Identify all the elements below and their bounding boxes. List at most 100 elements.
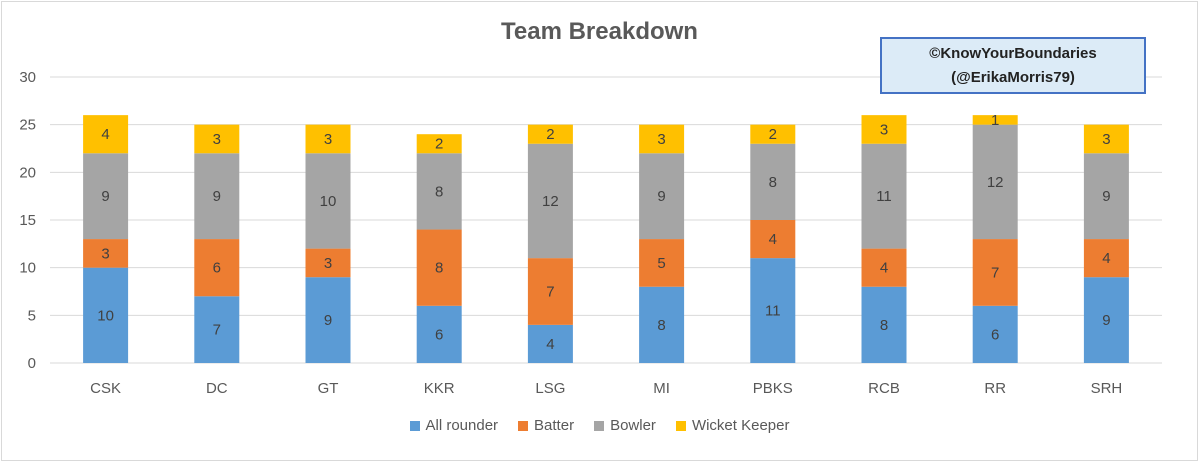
bar-segment <box>194 239 240 297</box>
bar-segment <box>861 248 907 287</box>
x-category-label: RR <box>984 380 1006 397</box>
data-label: 9 <box>657 188 665 205</box>
bar-segment <box>416 305 462 363</box>
legend-item: Wicket Keeper <box>675 417 790 434</box>
data-label: 7 <box>991 264 999 281</box>
data-label: 4 <box>769 231 777 248</box>
legend-label: All rounder <box>425 417 499 434</box>
data-label: 9 <box>213 188 221 205</box>
bar-segment <box>194 296 240 363</box>
legend-swatch <box>409 420 420 431</box>
data-label: 2 <box>435 136 443 153</box>
data-label: 9 <box>324 312 332 329</box>
bar-segment <box>639 239 685 287</box>
legend-label: Wicket Keeper <box>691 417 790 434</box>
bar-segment <box>750 124 796 144</box>
data-label: 8 <box>435 260 443 277</box>
x-category-label: CSK <box>90 380 121 397</box>
legend-label: Batter <box>534 417 575 434</box>
bar-segment <box>305 124 351 154</box>
data-label: 8 <box>435 183 443 200</box>
bar-segment <box>972 239 1018 306</box>
x-category-label: RCB <box>868 380 900 397</box>
data-label: 7 <box>546 284 554 301</box>
legend-swatch <box>594 420 605 431</box>
data-label: 12 <box>542 193 559 210</box>
data-label: 7 <box>213 322 221 339</box>
data-label: 3 <box>101 245 109 262</box>
bar-segment <box>527 324 573 363</box>
data-label: 8 <box>657 317 665 334</box>
data-label: 3 <box>880 121 888 138</box>
data-label: 4 <box>101 126 109 143</box>
data-label: 12 <box>987 174 1004 191</box>
bar-segment <box>750 143 796 220</box>
data-label: 6 <box>435 326 443 343</box>
bar-segment <box>416 153 462 230</box>
bar-segment <box>305 277 351 363</box>
bar-segment <box>416 134 462 154</box>
data-label: 3 <box>324 131 332 148</box>
bar-segment <box>194 153 240 240</box>
data-label: 3 <box>213 131 221 148</box>
bar-segment <box>639 286 685 363</box>
chart-legend: All rounder Batter Bowler Wicket Keeper <box>0 417 1199 434</box>
bar-segment <box>972 115 1018 125</box>
legend-label: Bowler <box>610 417 656 434</box>
legend-item: Bowler <box>594 417 656 434</box>
x-category-label: SRH <box>1091 380 1123 397</box>
y-tick-label: 10 <box>19 260 36 277</box>
x-category-label: PBKS <box>753 380 793 397</box>
bar-segment <box>861 286 907 363</box>
y-tick-label: 30 <box>19 69 36 86</box>
data-label: 4 <box>880 260 888 277</box>
bar-segment <box>83 267 129 363</box>
data-label: 2 <box>546 126 554 143</box>
data-label: 3 <box>657 131 665 148</box>
data-label: 4 <box>1102 250 1110 267</box>
bar-segment <box>194 124 240 154</box>
watermark-box: ©KnowYourBoundaries (@ErikaMorris79) <box>880 37 1146 94</box>
bar-segment <box>527 143 573 259</box>
data-label: 9 <box>1102 188 1110 205</box>
legend-item: Batter <box>518 417 574 434</box>
x-category-label: GT <box>318 380 339 397</box>
bar-segment <box>972 124 1018 240</box>
y-tick-label: 5 <box>28 307 36 324</box>
bar-segment <box>83 239 129 268</box>
bar-segment <box>305 248 351 278</box>
bar-segment <box>83 115 129 154</box>
bar-segment <box>305 153 351 249</box>
bar-segment <box>750 258 796 363</box>
bar-segment <box>1083 124 1129 154</box>
data-label: 5 <box>657 255 665 272</box>
data-label: 8 <box>880 317 888 334</box>
data-label: 1 <box>991 112 999 129</box>
bar-segment <box>1083 153 1129 240</box>
data-label: 11 <box>765 303 781 320</box>
data-label: 3 <box>1102 131 1110 148</box>
data-label: 8 <box>769 174 777 191</box>
bar-segment <box>527 124 573 144</box>
y-tick-label: 25 <box>19 117 36 134</box>
bar-segment <box>1083 239 1129 278</box>
bar-segment <box>416 229 462 306</box>
data-label: 9 <box>1102 312 1110 329</box>
bar-segment <box>972 305 1018 363</box>
data-label: 3 <box>324 255 332 272</box>
legend-swatch <box>675 420 686 431</box>
data-label: 2 <box>769 126 777 143</box>
bar-segment <box>527 258 573 325</box>
data-label: 4 <box>546 336 554 353</box>
y-tick-label: 0 <box>28 355 36 372</box>
bar-segment <box>639 153 685 240</box>
legend-swatch <box>518 420 529 431</box>
x-category-label: DC <box>206 380 228 397</box>
data-label: 6 <box>213 260 221 277</box>
bar-segment <box>750 220 796 259</box>
data-label: 10 <box>320 193 337 210</box>
bar-segment <box>639 124 685 154</box>
bar-segment <box>861 143 907 249</box>
x-category-label: MI <box>653 380 670 397</box>
